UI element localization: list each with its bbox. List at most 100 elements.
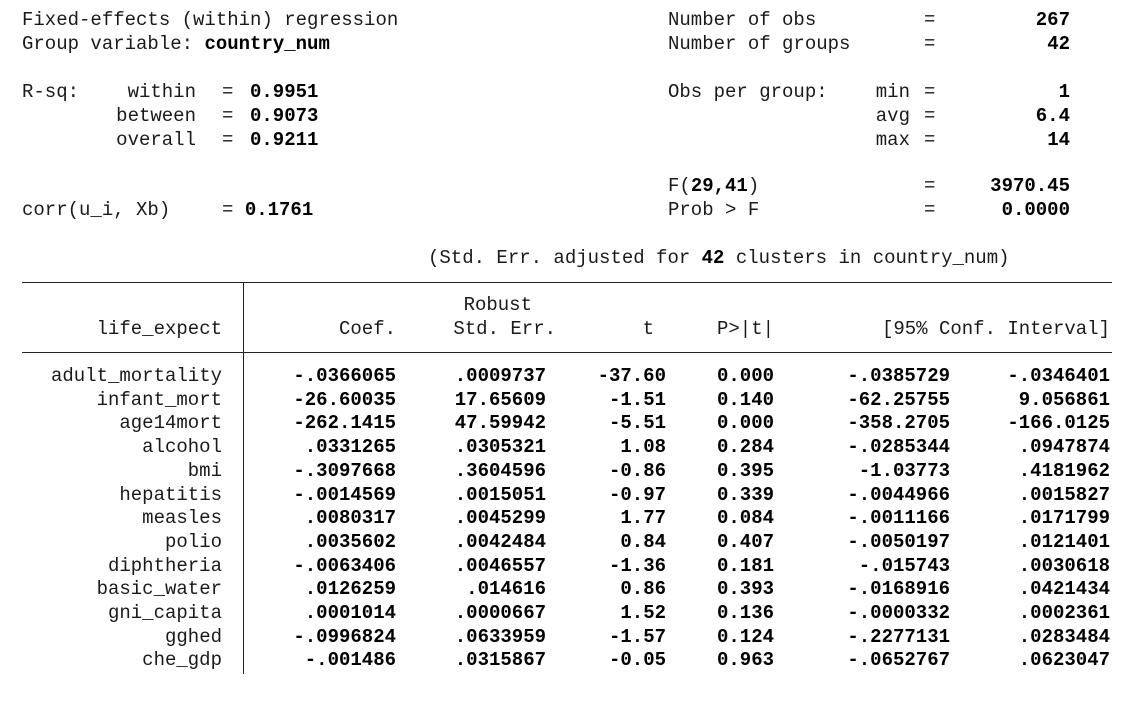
se-note-pre: (Std. Err. adjusted for xyxy=(428,247,702,269)
rsq-between-value: 0.9073 xyxy=(250,105,319,127)
opg-min-value: 1 xyxy=(1058,81,1070,103)
group-variable-value: country_num xyxy=(204,33,330,55)
row-coef: -.0063406 xyxy=(293,554,396,577)
row-se: .0045299 xyxy=(454,507,546,530)
rsq-overall-eq: = xyxy=(222,129,234,151)
row-se: .0633959 xyxy=(454,625,546,648)
opg-avg-value: 6.4 xyxy=(1035,105,1070,127)
f-eq: = xyxy=(924,175,936,197)
row-coef: -.0014569 xyxy=(293,483,396,506)
row-p: 0.000 xyxy=(716,412,774,435)
row-t: 1.77 xyxy=(620,507,666,530)
row-se: .3604596 xyxy=(454,459,546,482)
opg-label: Obs per group: xyxy=(668,81,828,103)
row-variable: gghed xyxy=(164,625,222,648)
col-ci: [95% Conf. Interval] xyxy=(881,318,1110,340)
opg-min-eq: = xyxy=(924,81,936,103)
row-variable: che_gdp xyxy=(142,649,222,672)
row-coef: .0035602 xyxy=(304,530,396,553)
row-coef: -26.60035 xyxy=(293,388,396,411)
row-se: .0000667 xyxy=(454,602,546,624)
row-t: 1.08 xyxy=(620,436,666,459)
col-coef: Coef. xyxy=(338,318,396,340)
row-coef: -.3097668 xyxy=(293,459,396,482)
row-ci-low: -.0044966 xyxy=(847,483,950,506)
rsq-within-value: 0.9951 xyxy=(250,81,319,103)
ngroups-value: 42 xyxy=(1047,33,1070,55)
row-ci-low: -.0385729 xyxy=(847,365,950,387)
row-ci-high: .4181962 xyxy=(1018,459,1110,482)
row-se: .014616 xyxy=(466,578,546,601)
row-ci-low: -.0011166 xyxy=(847,507,950,530)
f-label-suffix: ) xyxy=(747,175,760,197)
rsq-between-eq: = xyxy=(222,105,234,127)
row-ci-high: .0030618 xyxy=(1018,554,1110,577)
row-t: -37.60 xyxy=(597,365,666,387)
row-variable: adult_mortality xyxy=(50,365,222,387)
row-coef: .0001014 xyxy=(304,602,396,624)
row-variable: infant_mort xyxy=(96,388,222,411)
row-t: -5.51 xyxy=(608,412,666,435)
col-se: Std. Err. xyxy=(453,318,556,340)
row-ci-high: .0623047 xyxy=(1018,649,1110,672)
rsq-within-label: within xyxy=(127,81,196,103)
col-robust: Robust xyxy=(463,294,532,316)
row-ci-high: 9.056861 xyxy=(1018,388,1110,411)
ngroups-label: Number of groups xyxy=(668,33,851,55)
row-se: 47.59942 xyxy=(454,412,546,435)
row-variable: bmi xyxy=(187,459,222,482)
row-ci-low: -62.25755 xyxy=(847,388,950,411)
opg-max-value: 14 xyxy=(1047,129,1070,151)
row-ci-high: .0171799 xyxy=(1018,507,1110,530)
row-se: .0305321 xyxy=(454,436,546,459)
f-label: F(29,41) xyxy=(668,174,759,198)
row-p: 0.284 xyxy=(716,436,774,459)
table-divider xyxy=(243,282,244,674)
row-ci-low: -358.2705 xyxy=(847,412,950,435)
regression-title: Fixed-effects (within) regression xyxy=(22,9,399,31)
row-ci-high: .0015827 xyxy=(1018,483,1110,506)
opg-min-label: min xyxy=(875,81,910,103)
row-ci-high: -166.0125 xyxy=(1007,412,1110,435)
rsq-between-label: between xyxy=(116,105,196,127)
row-variable: gni_capita xyxy=(107,602,222,624)
row-coef: -.001486 xyxy=(304,649,396,672)
opg-avg-label: avg xyxy=(875,105,910,127)
row-variable: alcohol xyxy=(142,436,222,459)
row-ci-high: .0421434 xyxy=(1018,578,1110,601)
nobs-value: 267 xyxy=(1035,9,1070,31)
opg-avg-eq: = xyxy=(924,105,936,127)
row-t: -1.51 xyxy=(608,388,666,411)
f-value: 3970.45 xyxy=(990,175,1070,197)
row-p: 0.140 xyxy=(716,388,774,411)
opg-max-label: max xyxy=(875,129,910,151)
row-ci-high: .0283484 xyxy=(1018,625,1110,648)
row-ci-low: -.0000332 xyxy=(847,602,950,624)
row-variable: diphtheria xyxy=(107,554,222,577)
ngroups-eq: = xyxy=(924,33,936,55)
row-p: 0.963 xyxy=(716,649,774,672)
row-ci-high: .0947874 xyxy=(1018,436,1110,459)
row-p: 0.395 xyxy=(716,459,774,482)
row-variable: age14mort xyxy=(119,412,222,435)
row-t: 1.52 xyxy=(620,602,666,624)
row-ci-high: -.0346401 xyxy=(1007,365,1110,387)
row-t: 0.86 xyxy=(620,578,666,601)
row-p: 0.000 xyxy=(716,365,774,387)
probf-label: Prob > F xyxy=(668,199,760,221)
row-variable: hepatitis xyxy=(119,483,222,506)
row-t: -1.57 xyxy=(608,625,666,648)
col-p: P>|t| xyxy=(716,318,774,340)
row-se: .0009737 xyxy=(454,365,546,387)
se-note-clusters: 42 xyxy=(701,247,725,269)
row-p: 0.136 xyxy=(716,602,774,624)
f-df: 29,41 xyxy=(690,175,748,197)
row-variable: basic_water xyxy=(96,578,222,601)
row-coef: .0331265 xyxy=(304,436,396,459)
row-se: .0315867 xyxy=(454,649,546,672)
row-t: -1.36 xyxy=(608,554,666,577)
row-t: -0.05 xyxy=(608,649,666,672)
row-se: 17.65609 xyxy=(454,388,546,411)
row-ci-low: -.0285344 xyxy=(847,436,950,459)
probf-eq: = xyxy=(924,199,936,221)
